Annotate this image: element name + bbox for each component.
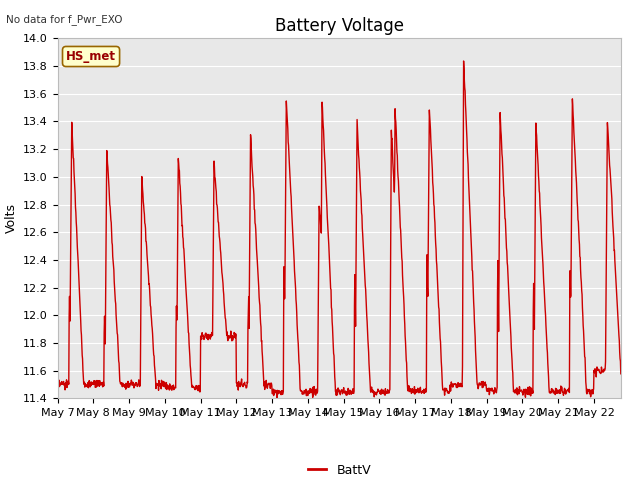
Text: No data for f_Pwr_EXO: No data for f_Pwr_EXO bbox=[6, 14, 123, 25]
Y-axis label: Volts: Volts bbox=[4, 204, 17, 233]
Legend: BattV: BattV bbox=[303, 459, 376, 480]
Title: Battery Voltage: Battery Voltage bbox=[275, 17, 404, 36]
Text: HS_met: HS_met bbox=[66, 50, 116, 63]
